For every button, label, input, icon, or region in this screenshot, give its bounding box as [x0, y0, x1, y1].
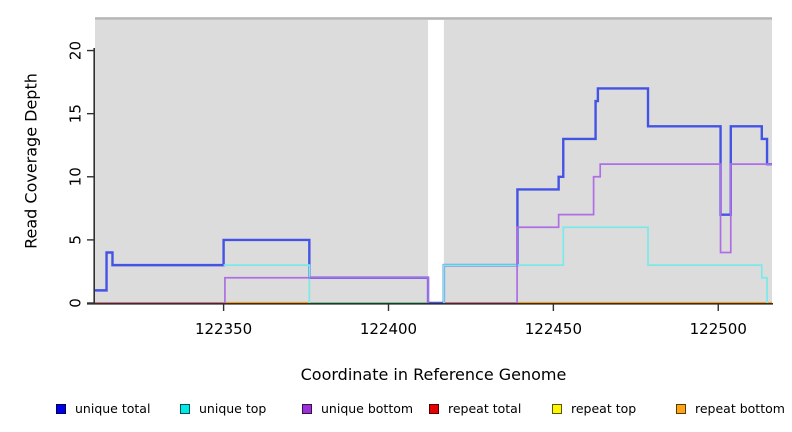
x-tick-label: 122500 [690, 320, 747, 338]
legend-item-repeat-total: repeat total [429, 401, 521, 417]
legend-label: repeat bottom [695, 401, 785, 416]
x-tick-label: 122400 [360, 320, 417, 338]
legend-swatch-icon [552, 404, 562, 414]
y-tick-label: 15 [67, 104, 85, 123]
series-line-unique-bottom [224, 163, 772, 303]
legend-swatch-icon [56, 404, 66, 414]
legend-swatch-icon [180, 404, 190, 414]
legend-label: repeat total [448, 401, 522, 416]
legend-item-repeat-top: repeat top [552, 401, 636, 417]
legend: unique total unique top unique bottom repea… [0, 401, 792, 419]
series-line-unique-top [223, 226, 768, 303]
x-tick-label: 122450 [525, 320, 582, 338]
y-tick-label: 10 [67, 167, 85, 186]
y-axis-title: Read Coverage Depth [21, 73, 41, 249]
legend-swatch-icon [429, 404, 439, 414]
y-tick-label: 0 [67, 298, 85, 308]
legend-item-repeat-bottom: repeat bottom [676, 401, 785, 417]
legend-label: unique bottom [321, 401, 414, 416]
legend-swatch-icon [676, 404, 686, 414]
x-axis-title: Coordinate in Reference Genome [300, 365, 567, 384]
y-tick-label: 5 [67, 235, 85, 245]
x-tick-label: 122350 [195, 320, 252, 338]
legend-label: unique top [199, 401, 267, 416]
y-tick-label: 20 [67, 41, 85, 60]
coverage-plot: 122350 122400 122450 122500 0 5 10 15 20 [67, 17, 773, 338]
legend-label: repeat top [571, 401, 637, 416]
legend-item-unique-top: unique top [180, 401, 266, 417]
legend-item-unique-total: unique total [56, 401, 150, 417]
panel-top-edge [95, 17, 772, 20]
legend-label: unique total [75, 401, 151, 416]
gap-band [428, 20, 444, 303]
legend-item-unique-bottom: unique bottom [302, 401, 413, 417]
legend-swatch-icon [302, 404, 312, 414]
